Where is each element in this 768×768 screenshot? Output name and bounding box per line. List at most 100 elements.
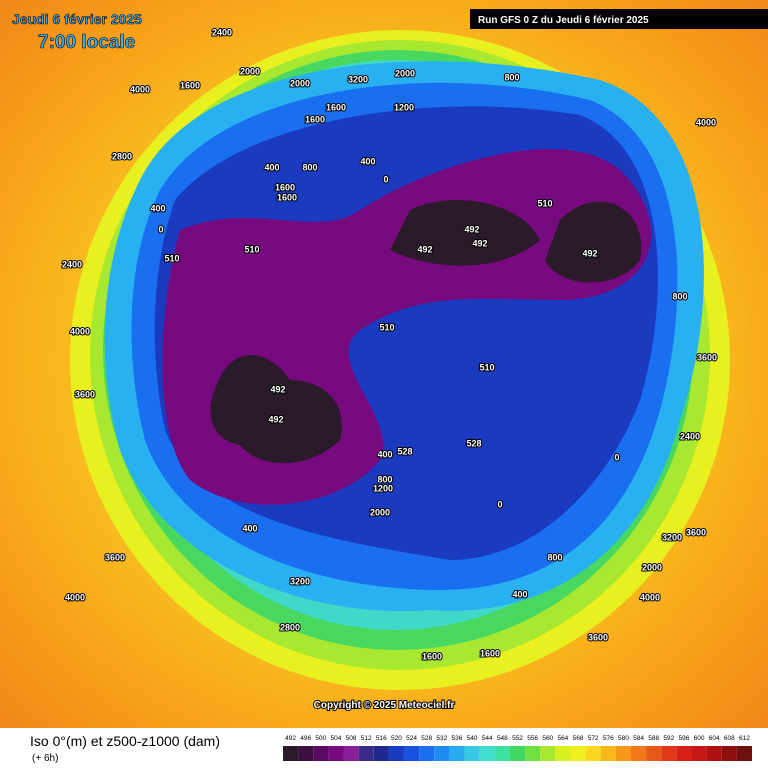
contour-label: 800: [377, 474, 392, 484]
contour-label: 1600: [277, 192, 297, 202]
legend-swatch: [373, 746, 389, 761]
legend-tick-label: 592: [663, 735, 674, 742]
contour-label: 3200: [348, 74, 368, 84]
legend-swatch: [509, 746, 526, 761]
legend-tick-label: 612: [739, 735, 750, 742]
legend-tick-label: 528: [421, 735, 432, 742]
contour-label: 2000: [395, 68, 415, 78]
legend-swatch: [570, 746, 586, 761]
contour-label: 528: [397, 446, 412, 456]
contour-label: 0: [497, 499, 502, 509]
legend-swatch: [464, 746, 480, 761]
legend-tick-label: 492: [285, 735, 296, 742]
legend-tick-label: 496: [300, 735, 311, 742]
contour-label: 492: [472, 238, 487, 248]
contour-label: 492: [464, 224, 479, 234]
legend-tick-label: 500: [315, 735, 326, 742]
contour-label: 400: [264, 162, 279, 172]
contour-label: 2800: [280, 622, 300, 632]
color-legend: 492 496 500 504 508 512 516 520 524 528 532 536 540 5…: [283, 735, 752, 761]
map-date: Jeudi 6 février 2025: [12, 11, 142, 27]
run-box: [470, 9, 768, 29]
contour-label: 492: [270, 384, 285, 394]
contour-label: 4000: [130, 84, 150, 94]
contour-label: 1600: [422, 651, 442, 661]
contour-label: 4000: [640, 592, 660, 602]
contour-label: 3200: [290, 576, 310, 586]
contour-label: 4000: [70, 326, 90, 336]
zone: [390, 200, 540, 266]
contour-label: 3600: [588, 632, 608, 642]
legend-tick-label: 512: [361, 735, 372, 742]
legend-tick-label: 572: [588, 735, 599, 742]
contour-label: 400: [150, 203, 165, 213]
contour-label: 510: [479, 362, 494, 372]
legend-swatch: [419, 746, 435, 761]
legend-tick-label: 524: [406, 735, 417, 742]
legend-swatch: [600, 746, 616, 761]
contour-label: 800: [302, 162, 317, 172]
contour-label: 0: [383, 174, 388, 184]
contour-label: 400: [360, 156, 375, 166]
legend-tick-label: 564: [557, 735, 568, 742]
map: [0, 0, 768, 728]
contour-label: 3600: [105, 552, 125, 562]
map-time: 7:00 locale: [38, 32, 135, 53]
legend-tick-label: 560: [542, 735, 553, 742]
legend-tick-label: 556: [527, 735, 538, 742]
contour-label: 2400: [212, 27, 232, 37]
legend-tick-label: 520: [391, 735, 402, 742]
contour-label: 3600: [75, 389, 95, 399]
legend-swatch: [404, 746, 420, 761]
contour-label: 1600: [326, 102, 346, 112]
legend-swatch: [540, 746, 556, 761]
legend-tick-label: 588: [648, 735, 659, 742]
contour-label: 3200: [662, 532, 682, 542]
footer-subtitle: (+ 6h): [32, 753, 58, 764]
contour-label: 1200: [394, 102, 414, 112]
legend-tick-label: 608: [724, 735, 735, 742]
contour-label: 492: [417, 244, 432, 254]
contour-label: 2400: [680, 431, 700, 441]
contour-label: 2000: [642, 562, 662, 572]
legend-swatch: [721, 746, 737, 761]
zone: [210, 355, 342, 464]
legend-swatch: [479, 746, 495, 761]
legend-swatch: [691, 746, 707, 761]
legend-swatch: [736, 746, 752, 761]
legend-swatch: [661, 746, 677, 761]
legend-swatch: [494, 746, 510, 761]
legend-tick-label: 580: [618, 735, 629, 742]
contour-label: 510: [164, 253, 179, 263]
contour-label: 3600: [686, 527, 706, 537]
legend-swatch: [313, 746, 329, 761]
copyright: Copyright © 2025 Meteociel.fr: [314, 700, 455, 711]
legend-tick-label: 604: [709, 735, 720, 742]
footer-title: Iso 0°(m) et z500-z1000 (dam): [30, 733, 220, 749]
legend-swatch: [388, 746, 405, 761]
contour-label: 510: [244, 244, 259, 254]
legend-tick-label: 508: [346, 735, 357, 742]
legend-swatch: [676, 746, 692, 761]
legend-tick-label: 596: [678, 735, 689, 742]
legend-tick-label: 544: [482, 735, 493, 742]
legend-tick-label: 552: [512, 735, 523, 742]
legend-swatch: [630, 746, 647, 761]
legend-tick-label: 584: [633, 735, 644, 742]
contour-label: 4000: [696, 117, 716, 127]
legend-swatch: [646, 746, 662, 761]
contour-label: 2400: [62, 259, 82, 269]
run-info: Run GFS 0 Z du Jeudi 6 février 2025: [478, 15, 649, 26]
zone: [545, 201, 642, 283]
contour-label: 3600: [697, 352, 717, 362]
legend-tick-label: 600: [694, 735, 705, 742]
legend-tick-label: 504: [331, 735, 342, 742]
legend-swatch: [328, 746, 344, 761]
contour-label: 400: [512, 589, 527, 599]
legend-swatch: [298, 746, 314, 761]
legend-tick-label: 536: [452, 735, 463, 742]
contour-label: 492: [268, 414, 283, 424]
legend-tick-label: 548: [497, 735, 508, 742]
contour-label: 510: [537, 198, 552, 208]
